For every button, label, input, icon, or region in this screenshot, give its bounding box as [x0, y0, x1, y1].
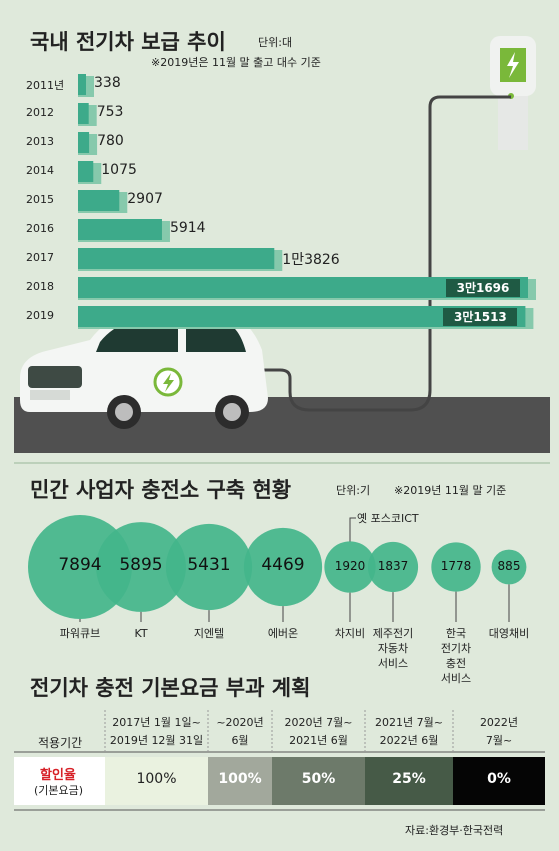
bubble-category-label: 파워큐브 — [59, 627, 101, 640]
electric-car-icon — [20, 314, 268, 429]
bubble-7 — [491, 549, 527, 585]
rate-label-sub: (기본요금) — [34, 784, 84, 797]
bubble-value-label: 1837 — [377, 558, 409, 573]
bar-7 — [78, 277, 528, 298]
bar-category-label: 2013 — [26, 135, 54, 148]
bubble-chart — [28, 515, 527, 622]
rate-value: 0% — [487, 771, 511, 787]
bubble-callout: 옛 포스코ICT — [357, 512, 419, 525]
rate-label-main: 할인율 — [40, 768, 76, 783]
period-label: ~2020년 6월 — [216, 716, 264, 747]
bubble-value-label: 885 — [497, 558, 521, 573]
bar-1 — [78, 103, 89, 124]
period-label: 2022년 7월~ — [479, 716, 519, 747]
bar-chart-unit: 단위:대 — [258, 36, 293, 49]
bubble-chart-title: 민간 사업자 충전소 구축 현황 — [30, 478, 292, 502]
bar-0 — [78, 74, 86, 95]
rate-cell-0 — [105, 757, 208, 805]
bar-value-label: 338 — [94, 75, 121, 91]
bar-value-label: 3만1696 — [446, 279, 520, 297]
bubble-value-label: 1778 — [440, 558, 472, 573]
bar-category-label: 2015 — [26, 193, 54, 206]
rate-value: 50% — [301, 771, 336, 787]
rate-cell-3 — [365, 757, 453, 805]
callout-line — [349, 517, 356, 542]
period-label: 2017년 1월 1일~ 2019년 12월 31일 — [109, 716, 204, 747]
table-title: 전기차 충전 기본요금 부과 계획 — [30, 676, 311, 700]
bubble-1 — [96, 522, 186, 612]
rate-cell-4 — [453, 757, 545, 805]
bar-value-label: 5914 — [169, 220, 206, 236]
source-note: 자료:환경부·한국전력 — [405, 824, 504, 837]
bubble-category-label: 한국 전기차 충전 서비스 — [440, 627, 472, 685]
rate-cell-1 — [208, 757, 272, 805]
bar-4 — [78, 190, 120, 211]
bar-2 — [78, 132, 90, 153]
bubble-category-label: 지엔텔 — [193, 627, 225, 640]
bubble-value-label: 5895 — [119, 555, 163, 576]
bubble-5 — [367, 541, 419, 593]
bar-category-label: 2012 — [26, 106, 54, 119]
bar-category-label: 2016 — [26, 222, 54, 235]
bubble-6 — [431, 542, 481, 592]
bar-category-label: 2014 — [26, 164, 54, 177]
period-label: 2020년 7월~ 2021년 6월 — [284, 716, 353, 747]
bar-chart-title: 국내 전기차 보급 추이 — [30, 30, 226, 54]
bar-value-label: 3만1513 — [443, 308, 518, 326]
rate-label-cell — [14, 757, 105, 805]
bar-5 — [78, 219, 162, 240]
bubble-3 — [243, 527, 323, 607]
bar-value-label: 753 — [96, 104, 124, 120]
bubble-category-label: 대영채비 — [488, 627, 530, 640]
bubble-category-label: 에버온 — [267, 627, 299, 640]
bar-3 — [78, 161, 94, 182]
charging-station-icon — [490, 36, 536, 150]
bar-value-label: 1만3826 — [282, 252, 340, 268]
bar-category-label: 2019 — [26, 309, 54, 322]
bubble-value-label: 4469 — [261, 555, 305, 576]
rate-cell-2 — [272, 757, 365, 805]
bubble-category-label: 차지비 — [334, 627, 366, 640]
rate-value: 100% — [218, 771, 262, 787]
bar-chart — [78, 74, 536, 329]
bar-category-label: 2018 — [26, 280, 54, 293]
bubble-4 — [324, 541, 376, 593]
bar-8 — [78, 306, 526, 327]
bar-category-label: 2011년 — [26, 79, 65, 92]
bar-value-label: 780 — [97, 133, 124, 149]
bubble-category-label: KT — [134, 627, 148, 640]
bubble-chart-note: ※2019년 11월 말 기준 — [394, 484, 507, 497]
bar-value-label: 2907 — [127, 191, 163, 207]
rate-table — [14, 710, 545, 811]
bar-value-label: 1075 — [101, 162, 137, 178]
bubble-value-label: 5431 — [187, 555, 231, 576]
bar-6 — [78, 248, 275, 269]
row-header-label: 적용기간 — [38, 736, 83, 750]
charging-cable — [262, 95, 511, 412]
bubble-category-label: 제주전기 자동차 서비스 — [372, 627, 414, 670]
bar-category-label: 2017 — [26, 251, 54, 264]
bubble-chart-unit: 단위:기 — [336, 484, 371, 497]
bubble-value-label: 1920 — [334, 558, 366, 573]
rate-value: 25% — [392, 771, 426, 787]
bar-chart-note: ※2019년은 11월 말 출고 대수 기준 — [151, 56, 321, 69]
rate-value: 100% — [136, 771, 177, 787]
bubble-value-label: 7894 — [58, 555, 102, 576]
bubble-2 — [165, 523, 253, 611]
period-label: 2021년 7월~ 2022년 6월 — [375, 716, 443, 747]
